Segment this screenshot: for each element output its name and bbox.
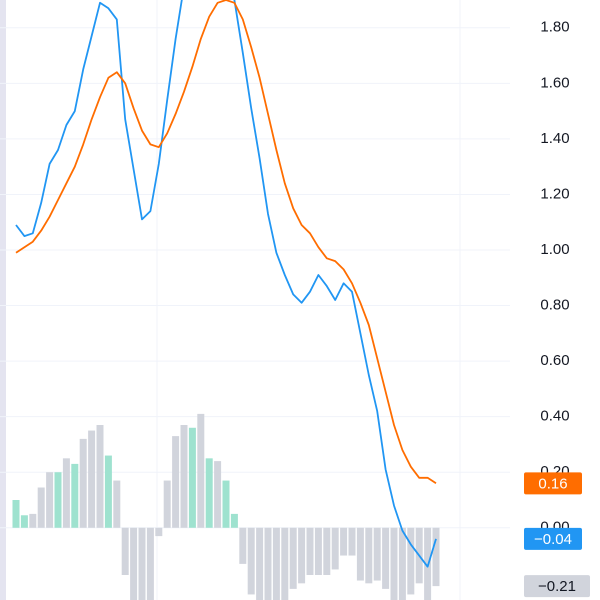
histogram-bar xyxy=(71,463,79,528)
histogram-bar xyxy=(96,425,104,528)
histogram-bar xyxy=(256,527,264,600)
histogram-bar xyxy=(20,515,28,528)
histogram-bar xyxy=(398,527,406,600)
histogram-bar xyxy=(180,425,188,528)
line xyxy=(15,0,437,485)
y-tick-label: 1.00 xyxy=(540,241,569,258)
last-value-label: −0.04 xyxy=(534,531,572,548)
histogram-bar xyxy=(272,527,280,600)
y-tick-label: 0.80 xyxy=(540,297,569,314)
histogram-bar xyxy=(197,413,205,528)
histogram-bar xyxy=(432,527,440,587)
left-edge xyxy=(0,0,6,600)
histogram-bar xyxy=(340,527,348,556)
histogram-bar xyxy=(104,455,112,528)
histogram-bar xyxy=(356,527,364,581)
histogram-bar xyxy=(138,527,146,600)
histogram-bar xyxy=(407,527,415,595)
histogram-bar xyxy=(172,436,180,528)
histogram-bar xyxy=(88,430,96,528)
histogram-bar xyxy=(281,527,289,600)
histogram-bar xyxy=(54,472,62,528)
histogram-bar xyxy=(214,461,222,528)
y-tick-label: 1.60 xyxy=(540,74,569,91)
histogram-bar xyxy=(390,527,398,600)
histogram-bar xyxy=(230,513,238,528)
histogram-bar xyxy=(373,527,381,581)
histogram-bar xyxy=(155,527,163,537)
histogram-bar xyxy=(146,527,154,600)
histogram-bar xyxy=(29,513,37,528)
histogram-bar xyxy=(113,480,121,528)
histogram-bar xyxy=(37,487,45,528)
line xyxy=(15,0,437,568)
y-tick-label: 1.20 xyxy=(540,185,569,202)
histogram-bar xyxy=(163,480,171,528)
last-value-label: −0.21 xyxy=(538,578,576,595)
last-value-badge xyxy=(524,472,582,495)
histogram-bar xyxy=(46,472,54,528)
histogram-bar xyxy=(222,480,230,528)
histogram-bar xyxy=(331,527,339,570)
histogram-bar xyxy=(298,527,306,584)
histogram-bar xyxy=(264,527,272,600)
histogram-bar xyxy=(79,438,87,528)
histogram-bar xyxy=(314,527,322,575)
last-value-badge xyxy=(524,575,590,598)
histogram-bar xyxy=(205,458,213,528)
y-tick-label: 0.40 xyxy=(540,408,569,425)
plot-area xyxy=(0,0,510,600)
last-value-label: 0.16 xyxy=(538,475,567,492)
histogram-bar xyxy=(382,527,390,589)
last-value-badge xyxy=(524,527,582,550)
histogram-bar xyxy=(247,527,255,595)
histogram-bar xyxy=(121,527,129,575)
histogram-bar xyxy=(289,527,297,589)
histogram-bar xyxy=(348,527,356,556)
histogram-bar xyxy=(306,527,314,575)
histogram-bar xyxy=(130,527,138,600)
histogram-bar xyxy=(323,527,331,575)
y-tick-label: 1.40 xyxy=(540,130,569,147)
histogram-bar xyxy=(12,500,20,528)
histogram-bar xyxy=(62,458,70,528)
histogram-bar xyxy=(188,427,196,528)
histogram-bar xyxy=(365,527,373,584)
y-tick-label: 0.60 xyxy=(540,352,569,369)
histogram-bar xyxy=(239,527,247,564)
y-tick-label: 1.80 xyxy=(540,19,569,36)
